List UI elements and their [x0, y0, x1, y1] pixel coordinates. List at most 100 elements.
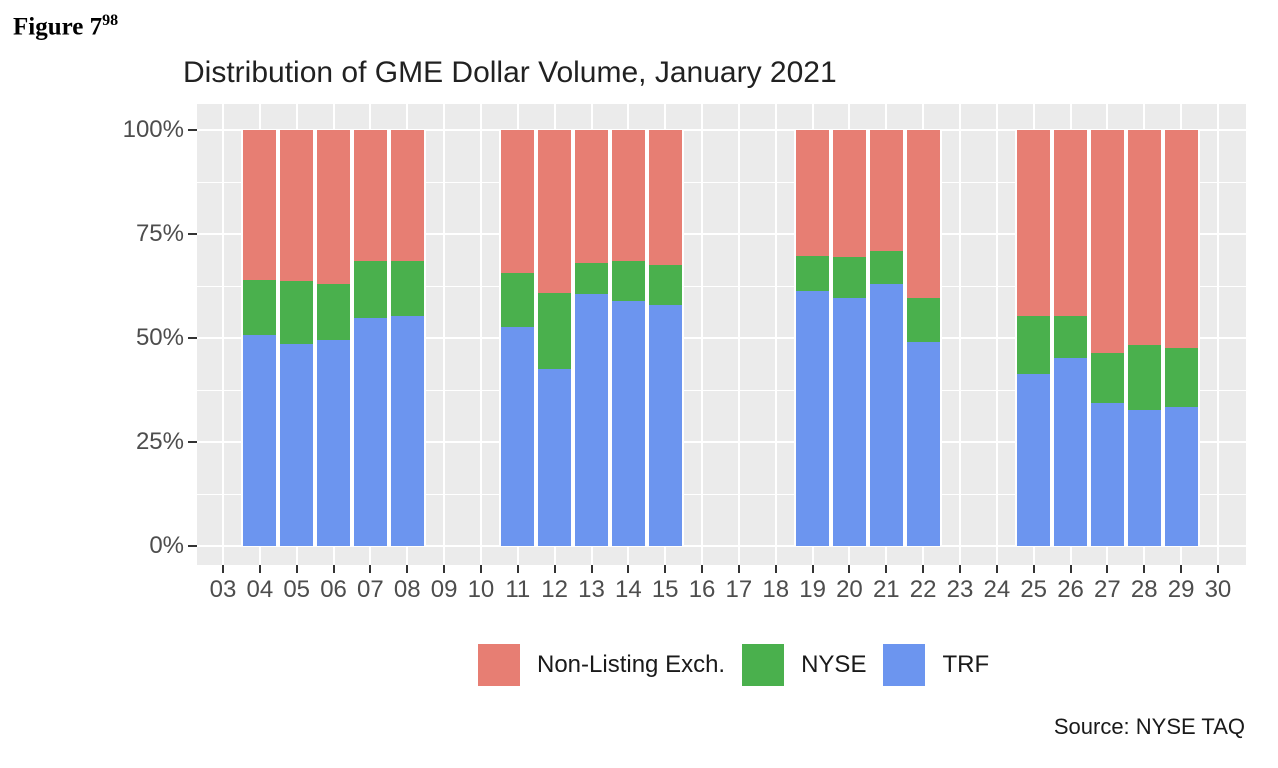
bar-segment-trf — [575, 294, 608, 546]
bar-stack-day-07 — [351, 130, 389, 546]
bar-segment-trf — [317, 340, 351, 546]
bar-segment-trf — [390, 315, 424, 546]
bar-segment-nyse — [243, 280, 277, 335]
bar-segment-nyse — [869, 250, 903, 285]
legend-entry-trf: TRF — [883, 644, 989, 686]
bar-segment-trf — [796, 291, 830, 546]
bar-segment-trf — [1164, 407, 1198, 546]
x-tick-label: 27 — [1094, 576, 1121, 603]
x-tick-mark — [885, 565, 888, 573]
x-tick-mark — [737, 565, 740, 573]
x-tick-mark — [590, 565, 593, 573]
x-tick-mark — [1032, 565, 1035, 573]
bar-segment-nyse — [280, 281, 314, 344]
bar-segment-trf — [243, 334, 277, 546]
x-tick-label: 05 — [283, 576, 311, 603]
bar-stack-day-15 — [646, 130, 684, 546]
y-tick-mark — [188, 545, 197, 547]
bar-stack-day-14 — [609, 130, 647, 546]
y-tick-label: 75% — [135, 220, 184, 247]
x-tick-label: 08 — [393, 576, 421, 603]
x-tick-label: 19 — [799, 576, 826, 603]
bar-stack-day-22 — [904, 130, 942, 546]
x-tick-label: 13 — [578, 576, 605, 603]
bar-segment-trf — [1127, 409, 1161, 546]
category-gridline — [995, 104, 998, 565]
bar-segment-nyse — [538, 293, 572, 369]
x-tick-label: 06 — [320, 576, 347, 603]
plot-panel — [197, 104, 1246, 565]
bar-segment-trf — [501, 326, 535, 546]
bar-segment-nyse — [611, 261, 645, 301]
bar-segment-nyse — [1054, 315, 1088, 358]
bar-segment-nle — [796, 130, 830, 256]
minor-gridline — [197, 389, 1246, 391]
x-tick-label: 23 — [946, 576, 974, 603]
bar-segment-nle — [353, 130, 387, 262]
legend-key-nle — [478, 644, 520, 686]
x-tick-mark — [774, 565, 777, 573]
x-tick-mark — [222, 565, 224, 573]
bar-segment-trf — [280, 343, 314, 546]
category-gridline — [222, 104, 224, 565]
x-tick-mark — [1069, 565, 1072, 573]
x-tick-label: 28 — [1130, 576, 1158, 603]
bar-segment-nyse — [317, 283, 351, 341]
x-tick-label: 09 — [430, 576, 458, 603]
bar-segment-nle — [832, 130, 866, 258]
legend-label-nyse: NYSE — [801, 651, 867, 678]
x-tick-mark — [406, 565, 409, 573]
bar-segment-nyse — [1127, 344, 1161, 410]
x-tick-label: 10 — [467, 576, 495, 603]
bar-stack-day-29 — [1162, 130, 1200, 546]
bar-segment-nyse — [1164, 347, 1198, 408]
major-gridline — [197, 129, 1246, 131]
x-tick-mark — [295, 565, 298, 573]
x-tick-label: 11 — [505, 576, 531, 603]
x-tick-label: 22 — [909, 576, 937, 603]
bar-segment-nyse — [390, 260, 424, 316]
bar-segment-trf — [611, 300, 645, 546]
x-tick-label: 25 — [1020, 576, 1048, 603]
figure-footnote-ref: 98 — [102, 12, 119, 29]
bar-stack-day-25 — [1015, 130, 1053, 546]
legend: Non-Listing Exch. NYSE TRF — [478, 644, 989, 686]
bar-segment-nyse — [353, 261, 387, 318]
x-tick-mark — [516, 565, 519, 573]
x-tick-mark — [479, 565, 482, 573]
x-tick-mark — [995, 565, 998, 573]
bar-segment-nyse — [575, 263, 608, 295]
x-tick-mark — [701, 565, 704, 573]
x-tick-label: 20 — [836, 576, 863, 603]
x-tick-label: 14 — [614, 576, 642, 603]
bar-segment-nle — [1017, 130, 1051, 316]
x-tick-label: 04 — [246, 576, 274, 603]
legend-label-nle: Non-Listing Exch. — [537, 651, 726, 678]
x-tick-mark — [443, 565, 446, 573]
x-tick-label: 03 — [209, 576, 237, 603]
x-tick-mark — [664, 565, 667, 573]
bar-segment-nle — [1054, 130, 1088, 316]
x-tick-label: 26 — [1057, 576, 1084, 603]
bar-segment-nle — [575, 130, 608, 264]
bar-stack-day-11 — [499, 130, 537, 546]
legend-key-nyse — [742, 644, 785, 686]
major-gridline — [197, 441, 1246, 443]
category-gridline — [479, 104, 482, 565]
bar-segment-nle — [611, 130, 645, 262]
legend-key-trf — [883, 644, 926, 686]
bar-segment-nle — [1164, 130, 1198, 348]
x-tick-mark — [922, 565, 925, 573]
x-tick-mark — [369, 565, 372, 573]
minor-gridline — [197, 181, 1246, 183]
bar-segment-trf — [538, 368, 572, 546]
bar-segment-nyse — [1017, 315, 1051, 375]
chart-title: Distribution of GME Dollar Volume, Janua… — [183, 56, 837, 89]
bar-stack-day-27 — [1088, 130, 1126, 546]
x-tick-label: 07 — [357, 576, 384, 603]
category-gridline — [443, 104, 446, 565]
bar-stack-day-21 — [867, 130, 905, 546]
x-tick-label: 29 — [1167, 576, 1195, 603]
bar-segment-trf — [906, 342, 940, 546]
